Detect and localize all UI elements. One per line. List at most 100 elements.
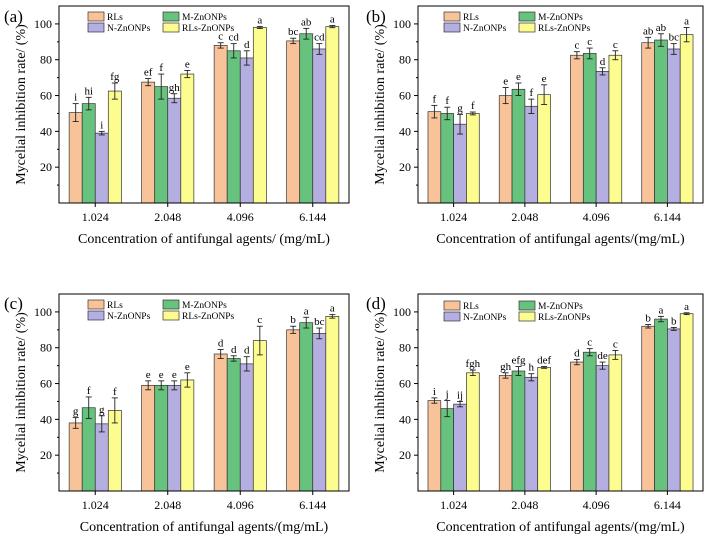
legend-label: N-ZnONPs [107, 24, 151, 34]
legend-swatch [518, 300, 536, 311]
bar [608, 354, 623, 492]
bar [94, 423, 109, 492]
significance-label: bc [314, 316, 325, 328]
significance-label: gh [500, 361, 512, 373]
y-tick-label: 80 [40, 341, 52, 355]
significance-label: c [587, 36, 592, 48]
significance-label: f [445, 95, 449, 107]
bar [667, 48, 681, 204]
chart-panel-d: (d)i j ijfgh1.024ghefghdef2.048dcdec4.096b… [366, 293, 704, 535]
y-axis-title: Mycelial inhibition rate/ (%) [373, 24, 388, 185]
y-axis-title: Mycelial inhibition rate/ (%) [373, 312, 388, 473]
bar [239, 363, 254, 492]
legend-swatch [162, 310, 180, 321]
bar [466, 372, 480, 492]
significance-label: bc [669, 32, 680, 44]
significance-label: cd [314, 32, 325, 44]
bar [440, 408, 454, 492]
bar [537, 367, 551, 492]
bar [299, 322, 314, 492]
bar [239, 57, 254, 204]
significance-label: g [99, 404, 105, 416]
x-tick-label: 4.096 [227, 498, 254, 512]
significance-label: efg [511, 355, 526, 367]
y-tick-label: 40 [40, 124, 52, 138]
bar [654, 318, 668, 492]
bar [582, 351, 597, 492]
panel-label: (c) [4, 294, 23, 313]
bar [213, 45, 228, 204]
significance-label: i [100, 119, 103, 131]
significance-label: e [185, 58, 190, 70]
significance-label: a [330, 303, 335, 315]
x-tick-label: 2.048 [511, 498, 538, 512]
bar [68, 112, 83, 204]
legend: RLs M-ZnONPs N-ZnONPs RLs-ZnONPs [443, 11, 591, 34]
bar [524, 105, 539, 204]
legend: RLs M-ZnONPs N-ZnONPs RLs-ZnONPs [87, 11, 235, 34]
significance-label: f [159, 62, 163, 74]
significance-label: def [537, 355, 551, 367]
legend-label: N-ZnONPs [463, 24, 507, 34]
bar [570, 361, 584, 492]
significance-label: d [244, 345, 250, 357]
bar [570, 54, 584, 204]
bar [68, 422, 83, 492]
significance-label: e [159, 369, 164, 381]
significance-label: gh [169, 82, 181, 94]
panel-label: (b) [366, 7, 386, 26]
y-axis-title: Mycelial inhibition rate/ (%) [14, 312, 29, 473]
bar [641, 42, 655, 204]
significance-label: fgh [466, 358, 481, 370]
significance-label: e [503, 75, 508, 87]
bar [679, 313, 694, 492]
panel-label: (d) [366, 294, 386, 313]
y-tick-label: 60 [399, 377, 411, 391]
x-tick-label: 1.024 [440, 498, 467, 512]
y-tick-label: 60 [40, 89, 52, 103]
bar [213, 353, 228, 492]
significance-label: a [330, 14, 335, 26]
significance-label: i [74, 92, 77, 104]
significance-label: hi [84, 85, 93, 97]
bar [312, 48, 327, 204]
bar [453, 403, 467, 492]
bar [312, 333, 327, 492]
significance-label: de [597, 350, 608, 362]
legend-label: RLs-ZnONPs [538, 24, 591, 34]
bar [537, 94, 551, 204]
bar [427, 400, 442, 492]
bar [167, 97, 182, 204]
legend-label: RLs [107, 13, 123, 23]
legend-label: RLs [463, 13, 479, 23]
bar [667, 328, 681, 492]
legend-label: RLs [107, 301, 123, 311]
legend-label: N-ZnONPs [107, 312, 151, 322]
legend-swatch [87, 299, 105, 310]
bar [595, 71, 610, 204]
x-tick-label: 1.024 [440, 210, 467, 224]
significance-label: j [445, 389, 449, 401]
bar [453, 123, 467, 204]
bar [654, 39, 668, 204]
significance-label: d [600, 56, 606, 68]
legend-swatch [518, 11, 536, 22]
legend-swatch [87, 310, 105, 321]
y-tick-label: 60 [40, 377, 52, 391]
legend-swatch [162, 11, 180, 22]
bar [595, 365, 610, 492]
bar [141, 81, 156, 204]
x-tick-label: 6.144 [299, 498, 326, 512]
bar [524, 376, 539, 492]
significance-label: a [684, 15, 689, 27]
significance-label: g [457, 102, 463, 114]
legend-label: M-ZnONPs [538, 13, 583, 23]
y-tick-label: 40 [40, 412, 52, 426]
significance-label: c [218, 31, 223, 43]
x-tick-label: 4.096 [583, 498, 610, 512]
x-tick-label: 2.048 [511, 210, 538, 224]
bar [427, 111, 442, 204]
